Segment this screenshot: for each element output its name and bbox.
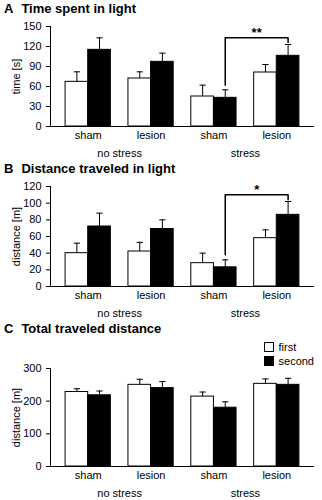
svg-text:lesion: lesion [262,129,291,141]
svg-text:lesion: lesion [262,289,291,301]
html-text:C: C [4,321,14,336]
html-text:first: first [278,341,297,353]
svg-text:time [s]: time [s] [10,59,22,94]
svg-text:300: 300 [23,362,41,374]
svg-text:sham: sham [200,469,227,481]
svg-text:0: 0 [35,280,41,292]
svg-text:80: 80 [29,213,41,225]
svg-text:lesion: lesion [137,289,166,301]
html-text:Time spent in light: Time spent in light [21,1,136,16]
html-text:B: B [4,161,14,176]
svg-text:lesion: lesion [262,469,291,481]
svg-text:0: 0 [35,120,41,132]
svg-text:*: * [254,182,260,197]
svg-text:100: 100 [23,197,41,209]
svg-text:30: 30 [29,100,41,112]
svg-text:sham: sham [75,129,102,141]
html-text:second: second [278,355,314,367]
svg-text:100: 100 [23,427,41,439]
svg-text:stress: stress [231,487,261,499]
svg-text:sham: sham [200,289,227,301]
svg-text:200: 200 [23,395,41,407]
svg-text:0: 0 [35,460,41,472]
svg-text:stress: stress [231,147,261,159]
svg-text:**: ** [252,25,263,40]
svg-text:sham: sham [75,469,102,481]
svg-text:60: 60 [29,230,41,242]
svg-text:distance [m]: distance [m] [10,207,22,266]
svg-text:distance [m]: distance [m] [10,388,22,447]
svg-text:90: 90 [29,60,41,72]
svg-text:no stress: no stress [97,487,142,499]
svg-text:lesion: lesion [137,129,166,141]
svg-text:150: 150 [23,20,41,32]
svg-text:no stress: no stress [97,147,142,159]
html-text:Distance traveled in light: Distance traveled in light [21,161,176,176]
svg-text:120: 120 [23,180,41,192]
svg-text:stress: stress [231,307,261,319]
svg-text:no stress: no stress [97,307,142,319]
svg-text:60: 60 [29,80,41,92]
svg-text:120: 120 [23,40,41,52]
svg-text:sham: sham [75,289,102,301]
html-text:Total traveled distance: Total traveled distance [21,321,162,336]
svg-text:40: 40 [29,247,41,259]
svg-text:lesion: lesion [137,469,166,481]
svg-text:sham: sham [200,129,227,141]
svg-text:20: 20 [29,263,41,275]
html-text:A: A [4,1,14,16]
